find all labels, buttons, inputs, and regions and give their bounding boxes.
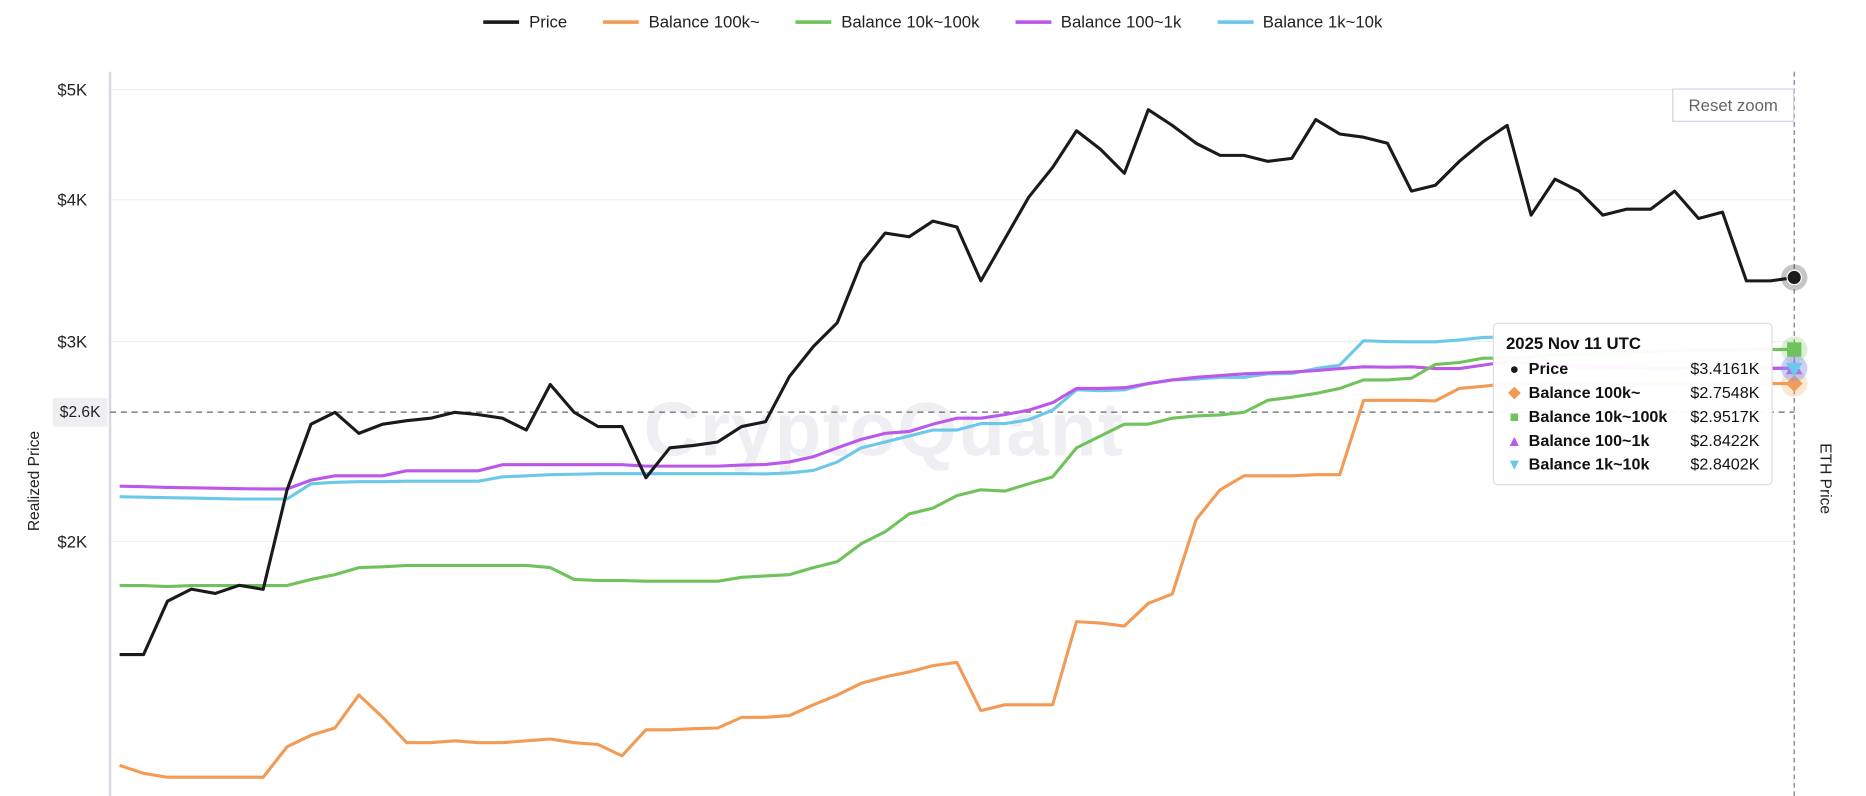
legend-label: Price — [529, 11, 568, 32]
tooltip-date: 2025 Nov 11 UTC — [1505, 333, 1641, 353]
tooltip-series-name: ◆ Balance 100k~ — [1506, 382, 1641, 401]
tooltip: 2025 Nov 11 UTC ● Price $3.4161K ◆ Balance 1… — [1492, 322, 1773, 486]
series-line-price[interactable] — [119, 108, 1795, 657]
tooltip-series-label: Balance 10k~100k — [1528, 406, 1668, 425]
y-tick-label: $3K — [57, 333, 87, 352]
tooltip-row: ▼ Balance 1k~10k $2.8402K — [1506, 452, 1760, 476]
tooltip-symbol-icon: ▲ — [1506, 430, 1523, 449]
legend-swatch — [1217, 19, 1254, 24]
tooltip-symbol-icon: ▼ — [1506, 454, 1523, 473]
watermark: CryptoQuant — [643, 386, 1125, 473]
tooltip-series-name: ▲ Balance 100~1k — [1506, 431, 1650, 449]
tooltip-series-name: ● Price — [1506, 359, 1569, 378]
tooltip-series-label: Balance 100~1k — [1528, 430, 1650, 449]
legend-item-balance-100-1k[interactable]: Balance 100~1k — [1015, 12, 1181, 31]
tooltip-series-value: $2.9517K — [1690, 406, 1760, 425]
crosshair-value-label: $2.6K — [52, 397, 108, 427]
legend-item-balance-100k[interactable]: Balance 100k~ — [603, 12, 760, 31]
tooltip-series-value: $2.7548K — [1690, 383, 1760, 401]
legend-item-price[interactable]: Price — [483, 11, 568, 32]
legend-item-balance-10k-100k[interactable]: Balance 10k~100k — [795, 11, 980, 32]
end-marker-balance-10k-100k — [1787, 342, 1802, 357]
legend-label: Balance 1k~10k — [1262, 11, 1383, 32]
tooltip-series-value: $2.8402K — [1690, 454, 1760, 473]
end-marker-balance-1k-10k — [1785, 362, 1803, 377]
legend-label: Balance 100k~ — [648, 11, 760, 32]
legend-swatch — [483, 19, 520, 24]
tooltip-series-label: Price — [1528, 359, 1569, 378]
legend: Price Balance 100k~ Balance 10k~100k Bal… — [0, 12, 1866, 31]
tooltip-row: ■ Balance 10k~100k $2.9517K — [1506, 404, 1760, 428]
tooltip-row: ◆ Balance 100k~ $2.7548K — [1506, 380, 1760, 404]
y-tick-label: $4K — [57, 191, 87, 210]
tooltip-series-value: $3.4161K — [1690, 359, 1760, 378]
y-tick-label: $5K — [57, 81, 87, 100]
legend-swatch — [795, 19, 832, 24]
tooltip-symbol-icon: ■ — [1509, 406, 1520, 425]
end-marker-balance-100k- — [1785, 375, 1803, 392]
tooltip-symbol-icon: ◆ — [1508, 382, 1521, 401]
legend-swatch — [603, 19, 640, 24]
tooltip-series-label: Balance 100k~ — [1528, 383, 1641, 401]
legend-swatch — [1015, 19, 1052, 24]
y-tick-label: $2K — [57, 532, 87, 551]
legend-item-balance-1k-10k[interactable]: Balance 1k~10k — [1217, 12, 1382, 31]
end-marker-price — [1786, 269, 1802, 286]
tooltip-series-label: Balance 1k~10k — [1528, 454, 1650, 473]
tooltip-row: ● Price $3.4161K — [1506, 356, 1760, 380]
tooltip-series-name: ▼ Balance 1k~10k — [1506, 455, 1650, 473]
legend-label: Balance 100~1k — [1060, 11, 1182, 32]
tooltip-row: ▲ Balance 100~1k $2.8422K — [1506, 428, 1760, 452]
reset-zoom-button[interactable]: Reset zoom — [1672, 88, 1795, 122]
y-axis-title: Realized Price — [24, 430, 43, 532]
y2-axis-title: ETH Price — [1817, 443, 1836, 515]
legend-label: Balance 10k~100k — [841, 11, 980, 32]
tooltip-symbol-icon: ● — [1509, 359, 1520, 378]
tooltip-series-value: $2.8422K — [1690, 430, 1760, 449]
tooltip-series-name: ■ Balance 10k~100k — [1506, 406, 1668, 425]
